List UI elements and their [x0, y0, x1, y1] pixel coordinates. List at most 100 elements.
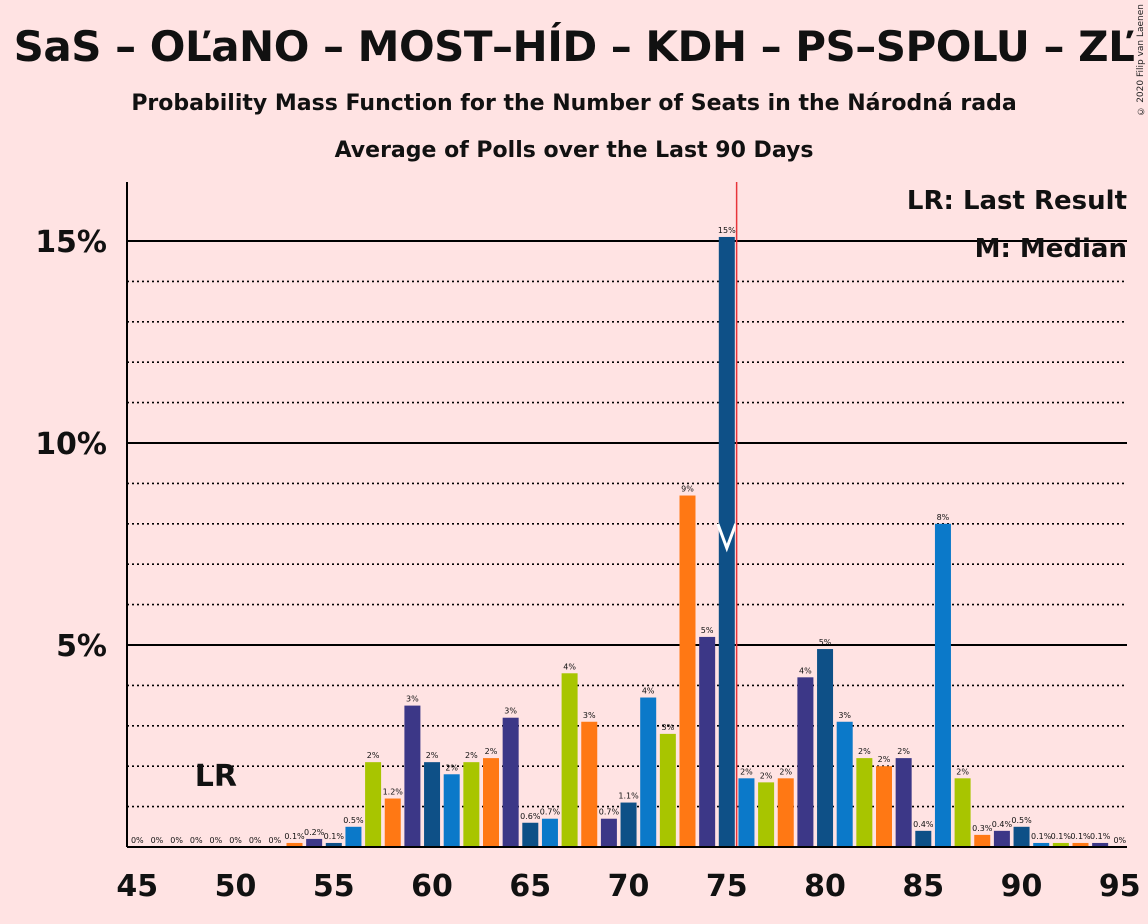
bar-label-64: 3% [504, 707, 517, 716]
bar-label-80: 5% [819, 638, 832, 647]
last-result-label: LR [195, 759, 237, 794]
x-tick-45: 45 [116, 869, 158, 904]
x-tick-75: 75 [706, 869, 748, 904]
bar-label-83: 2% [878, 755, 891, 764]
bar-88 [974, 834, 991, 847]
bar-label-93: 0.1% [1070, 832, 1091, 841]
bar-63 [483, 758, 499, 847]
bar-label-86: 8% [937, 513, 950, 522]
bar-label-51: 0% [249, 836, 262, 845]
bar-66 [541, 818, 558, 847]
bar-83 [876, 766, 892, 847]
bar-label-84: 2% [897, 747, 910, 756]
bar-81 [836, 721, 853, 847]
y-tick-labels: 5% 10% 15% [35, 225, 107, 664]
bar-label-67: 4% [563, 662, 576, 671]
y-tick-5: 5% [56, 629, 107, 664]
bar-label-90: 0.5% [1011, 816, 1032, 825]
bar-65 [522, 822, 539, 847]
x-tick-85: 85 [902, 869, 944, 904]
bar-label-88: 0.3% [972, 824, 993, 833]
x-tick-50: 50 [215, 869, 257, 904]
bar-91 [1033, 842, 1050, 847]
bar-55 [325, 842, 342, 847]
bar-label-81: 3% [838, 711, 851, 720]
bars [286, 236, 1109, 847]
bar-label-69: 0.7% [599, 808, 620, 817]
bar-label-92: 0.1% [1051, 832, 1072, 841]
bar-54 [306, 838, 323, 847]
bar-61 [443, 774, 460, 847]
bar-60 [424, 762, 441, 847]
bar-label-65: 0.6% [520, 812, 541, 821]
bar-label-95: 0% [1113, 836, 1126, 845]
bar-label-47: 0% [170, 836, 183, 845]
x-tick-labels: 45 50 55 60 65 70 75 80 85 90 95 [116, 869, 1140, 904]
bar-label-59: 3% [406, 695, 419, 704]
bar-label-91: 0.1% [1031, 832, 1052, 841]
bar-label-85: 0.4% [913, 820, 934, 829]
bar-93 [1072, 842, 1089, 847]
legend-median: M: Median [975, 234, 1127, 264]
bar-64 [502, 717, 519, 847]
bar-59 [404, 705, 421, 847]
bar-58 [384, 798, 401, 847]
bar-label-89: 0.4% [992, 820, 1013, 829]
bar-68 [581, 721, 598, 847]
bar-label-72: 3% [661, 723, 674, 732]
chart-title: SaS – OĽaNO – MOST–HÍD – KDH – PS–SPOLU … [13, 22, 1135, 71]
bar-87 [954, 778, 971, 847]
bar-79 [797, 677, 814, 847]
median-marker [716, 523, 738, 553]
bar-76 [738, 778, 755, 847]
bar-label-87: 2% [956, 767, 969, 776]
y-tick-10: 10% [35, 427, 107, 462]
markers: LR [195, 182, 738, 847]
bar-label-79: 4% [799, 666, 812, 675]
x-tick-95: 95 [1099, 869, 1141, 904]
bar-label-45: 0% [131, 836, 144, 845]
bar-label-82: 2% [858, 747, 871, 756]
bar-label-75: 15% [718, 226, 736, 235]
y-tick-15: 15% [35, 225, 107, 260]
x-tick-70: 70 [608, 869, 650, 904]
bar-86 [934, 523, 951, 847]
bar-label-68: 3% [583, 711, 596, 720]
bar-label-56: 0.5% [343, 816, 364, 825]
bar-label-78: 2% [779, 767, 792, 776]
gridlines [127, 240, 1127, 808]
x-tick-90: 90 [1001, 869, 1043, 904]
x-tick-55: 55 [313, 869, 355, 904]
bar-62 [463, 762, 480, 847]
x-tick-65: 65 [509, 869, 551, 904]
bar-label-53: 0.1% [284, 832, 305, 841]
bar-label-58: 1.2% [383, 788, 404, 797]
bar-94 [1092, 842, 1109, 847]
bar-72 [659, 733, 676, 847]
bar-77 [758, 782, 775, 847]
bar-73 [679, 495, 696, 847]
bar-89 [993, 830, 1010, 847]
bar-label-55: 0.1% [324, 832, 345, 841]
chart-subtitle-1: Probability Mass Function for the Number… [131, 91, 1017, 116]
bar-70 [620, 802, 637, 847]
bar-label-52: 0% [268, 836, 281, 845]
bar-label-66: 0.7% [540, 808, 561, 817]
bar-label-46: 0% [151, 836, 164, 845]
bar-label-94: 0.1% [1090, 832, 1111, 841]
bar-label-62: 2% [465, 751, 478, 760]
bar-53 [286, 842, 303, 847]
bar-67 [561, 673, 578, 847]
bar-82 [856, 758, 873, 847]
bar-label-61: 2% [445, 763, 458, 772]
bar-label-48: 0% [190, 836, 203, 845]
x-tick-60: 60 [411, 869, 453, 904]
chart-subtitle-2: Average of Polls over the Last 90 Days [334, 138, 814, 163]
bar-label-50: 0% [229, 836, 242, 845]
bar-label-76: 2% [740, 767, 753, 776]
bar-label-54: 0.2% [304, 828, 325, 837]
legend-last-result: LR: Last Result [907, 186, 1127, 216]
bar-label-77: 2% [760, 771, 773, 780]
bar-84 [895, 758, 912, 847]
